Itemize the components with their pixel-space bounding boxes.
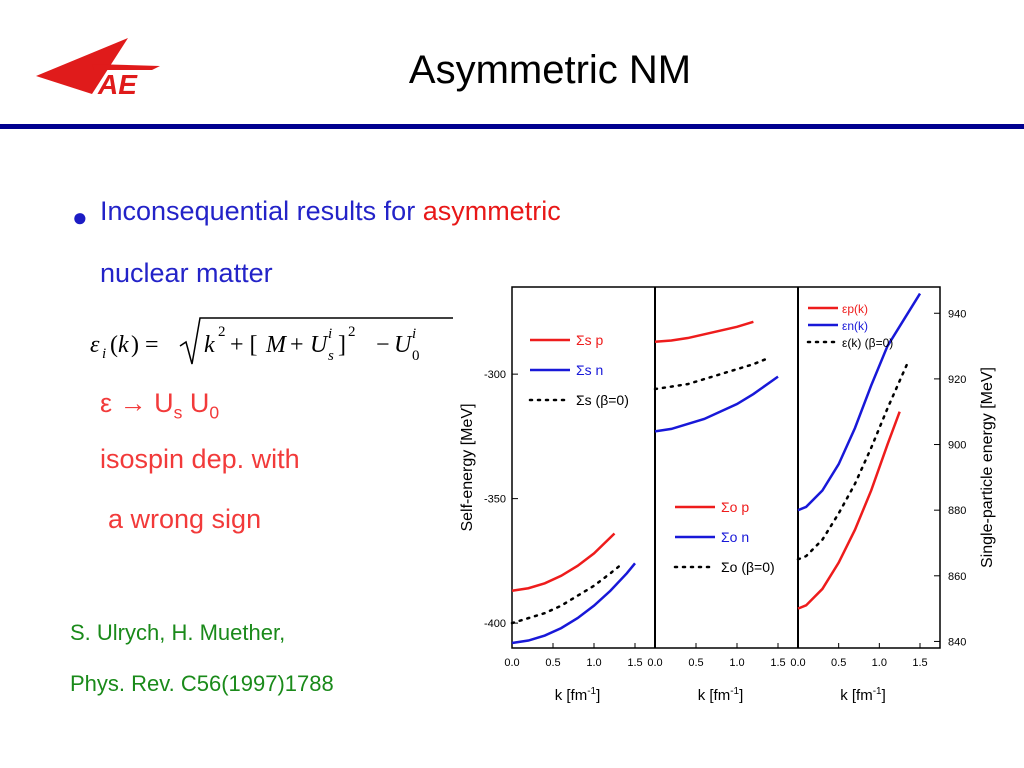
page-title: Asymmetric NM [408,48,692,92]
legend-label: εp(k) [842,302,868,316]
svg-text:2: 2 [218,324,226,340]
x-axis-label: k [fm-1] [840,686,886,704]
svg-text:s: s [328,348,334,364]
x-axis-label: k [fm-1] [698,686,744,704]
title-divider [0,124,1024,129]
x-tick-label: 0.5 [545,657,560,669]
us-symbol: U [154,388,174,418]
legend-label: εn(k) [842,319,868,333]
x-tick-label: 0.0 [647,657,662,669]
y-tick-label: -350 [484,494,506,506]
svg-text:M: M [265,332,288,358]
iae-logo: AE [36,38,160,100]
x-tick-label: 1.0 [586,657,601,669]
x-tick-label: 1.5 [627,657,642,669]
y-axis-label: Self-energy [MeV] [459,403,476,531]
bullet-line-2: nuclear matter [100,258,273,288]
series-line [796,361,910,561]
logo-wing-shape [36,38,128,94]
plot-frame [511,286,941,649]
series-line [653,357,767,391]
x-tick-label: 1.0 [729,657,744,669]
us-subscript: s [173,402,183,423]
wrong-sign-line: a wrong sign [108,504,262,534]
svg-text:−: − [376,332,390,358]
citation-authors: S. Ulrych, H. Muether, [70,620,286,645]
series-line [654,375,779,433]
isospin-line: isospin dep. with [100,444,300,474]
legend-label: Σs n [576,362,603,378]
bullet-text-blue: Inconsequential results for [100,196,423,226]
legend-label: Σs (β=0) [576,392,629,408]
y-tick-label: 860 [948,571,966,583]
u0-subscript: 0 [209,402,220,423]
svg-text:i: i [412,326,416,342]
svg-text:+: + [290,332,304,358]
svg-text:k: k [204,332,215,358]
svg-text:i: i [328,326,332,342]
bullet-icon: ● [72,202,88,232]
epsilon-arrow-line: ε → Us U0 [100,388,219,423]
arrow-icon: → [119,388,147,418]
svg-text:+ [: + [ [230,332,258,358]
citation-reference: Phys. Rev. C56(1997)1788 [70,671,334,696]
svg-text:]: ] [338,332,346,358]
x-tick-label: 1.5 [912,657,927,669]
x-tick-label: 1.0 [872,657,887,669]
bullet-text-red: asymmetric [422,196,561,226]
x-tick-label: 1.5 [770,657,785,669]
dispersion-formula: ε i ( k ) = k 2 + [ M + U i s ] 2 − U i … [90,317,453,365]
series-line [511,532,616,592]
epsilon-symbol: ε [100,388,113,418]
legend-label: Σo n [721,529,749,545]
y-tick-label: 840 [948,636,966,648]
legend-label: Σo (β=0) [721,559,775,575]
svg-text:U: U [394,332,413,358]
series-line [654,320,754,344]
legend-label: ε(k) (β=0) [842,336,893,350]
logo-letters: AE [97,69,138,100]
svg-text:ε: ε [90,332,100,358]
y-tick-label: 900 [948,440,966,452]
y-tick-label: -400 [484,618,506,630]
series-line [511,562,636,645]
y-tick-label: -300 [484,369,506,381]
svg-text:U: U [310,332,329,358]
y-axis-label: Single-particle energy [MeV] [979,367,996,568]
bullet-line-1: Inconsequential results for asymmetric [100,196,561,227]
svg-text:) =: ) = [131,332,159,358]
svg-text:k: k [118,332,129,358]
y-tick-label: 940 [948,308,966,320]
x-axis-label: k [fm-1] [555,686,601,704]
x-tick-label: 0.0 [790,657,805,669]
x-tick-label: 0.5 [831,657,846,669]
series-line [797,411,901,610]
u0-symbol: U [189,388,210,418]
self-energy-chart: 0.0 0.5 1.0 1.5 k [fm-1] -300 -350 -400 Self-ene… [459,286,996,704]
series-line [797,292,922,512]
logo-wing-stroke [92,64,160,70]
svg-text:(: ( [110,332,118,358]
x-tick-label: 0.0 [504,657,519,669]
svg-text:0: 0 [412,348,420,364]
svg-text:i: i [102,346,106,362]
y-tick-label: 920 [948,374,966,386]
legend-label: Σo p [721,499,749,515]
svg-text:2: 2 [348,324,356,340]
y-tick-label: 880 [948,505,966,517]
x-tick-label: 0.5 [688,657,703,669]
legend-label: Σs p [576,332,604,348]
